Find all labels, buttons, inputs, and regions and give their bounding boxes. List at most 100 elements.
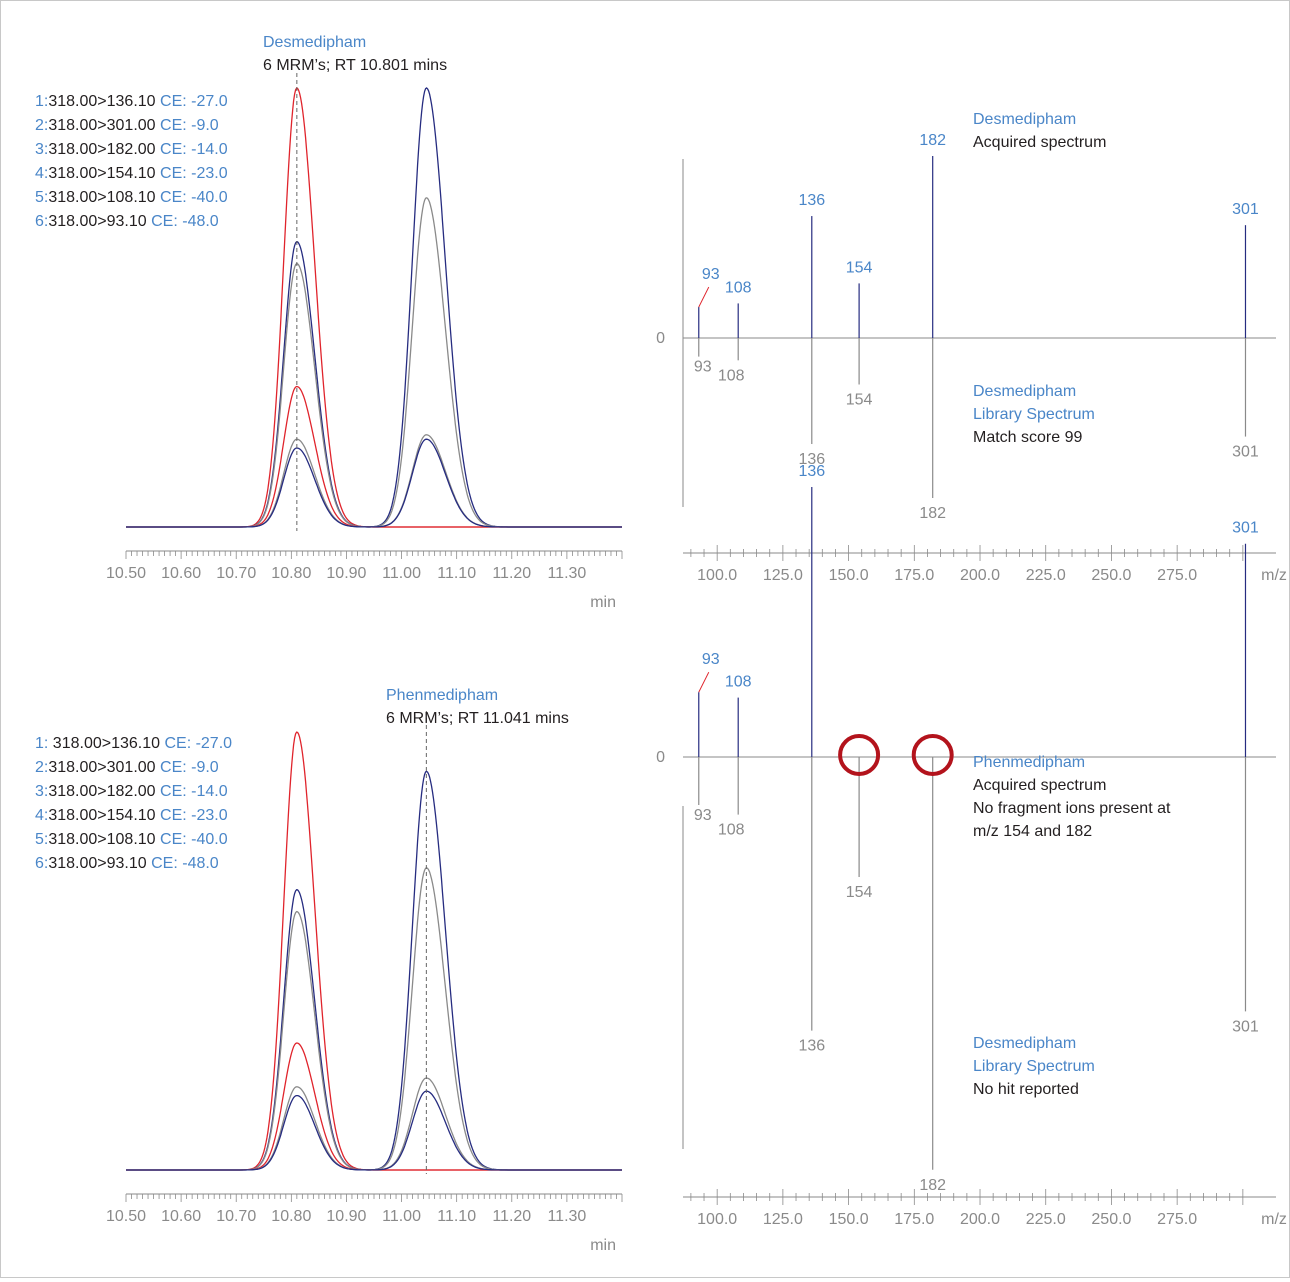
x-tick-label: 100.0 xyxy=(697,567,737,584)
x-tick-label: 11.10 xyxy=(437,565,476,582)
x-axis-label: m/z xyxy=(1261,1211,1287,1228)
chromatogram-2: Phenmedipham 6 MRM’s; RT 11.041 mins 1: 31… xyxy=(35,687,623,1254)
acquired-peak-label: 93 xyxy=(702,651,720,668)
library-peak-label: 301 xyxy=(1232,1018,1259,1035)
library-peak-label: 136 xyxy=(798,451,825,468)
x-tick-label: 125.0 xyxy=(763,1211,803,1228)
missing-ion-circle xyxy=(911,734,954,776)
zero-label: 0 xyxy=(656,749,665,766)
x-tick-label: 10.90 xyxy=(326,565,366,582)
x-tick-label: 11.30 xyxy=(547,565,586,582)
x-tick-label: 275.0 xyxy=(1157,1211,1197,1228)
compound-title: Desmedipham xyxy=(263,34,366,51)
library-peak-label: 93 xyxy=(694,807,712,824)
x-tick-label: 11.20 xyxy=(492,565,531,582)
x-tick-label: 175.0 xyxy=(894,1211,934,1228)
x-tick-label: 150.0 xyxy=(829,567,869,584)
x-tick-label: 150.0 xyxy=(829,1211,869,1228)
trace-3 xyxy=(126,867,622,1171)
library-title: Library Spectrum xyxy=(973,406,1095,423)
x-tick-label: 175.0 xyxy=(894,567,934,584)
acquired-peak-label: 136 xyxy=(798,192,825,209)
acquired-title: Phenmedipham xyxy=(973,754,1085,771)
acquired-note: m/z 154 and 182 xyxy=(973,823,1092,840)
legend-item: 3:318.00>182.00 CE: -14.0 xyxy=(35,783,228,800)
acquired-note: Acquired spectrum xyxy=(973,777,1106,794)
library-peak-label: 108 xyxy=(718,822,745,839)
legend-item: 1:318.00>136.10 CE: -27.0 xyxy=(35,93,228,110)
x-tick-label: 225.0 xyxy=(1026,1211,1066,1228)
trace-5 xyxy=(126,434,622,528)
library-note: Match score 99 xyxy=(973,429,1082,446)
x-tick-label: 11.00 xyxy=(382,565,421,582)
x-tick-label: 10.80 xyxy=(271,565,311,582)
zero-label: 0 xyxy=(656,330,665,347)
acquired-peak-label: 136 xyxy=(798,463,825,480)
x-tick-label: 10.60 xyxy=(161,565,201,582)
library-peak-label: 136 xyxy=(798,1038,825,1055)
legend-item: 6:318.00>93.10 CE: -48.0 xyxy=(35,855,219,872)
x-tick-label: 10.60 xyxy=(161,1208,201,1225)
chromatogram-1: Desmedipham 6 MRM’s; RT 10.801 mins 1:318.… xyxy=(35,34,623,611)
acquired-peak-label: 93 xyxy=(702,266,720,283)
compound-title: Phenmedipham xyxy=(386,687,498,704)
x-tick-label: 10.70 xyxy=(216,1208,256,1225)
x-tick-label: 11.00 xyxy=(382,1208,421,1225)
acquired-peak-label: 108 xyxy=(725,674,752,691)
legend-item: 5:318.00>108.10 CE: -40.0 xyxy=(35,189,228,206)
x-tick-label: 10.50 xyxy=(106,1208,146,1225)
x-tick-label: 10.80 xyxy=(271,1208,311,1225)
legend-item: 4:318.00>154.10 CE: -23.0 xyxy=(35,165,228,182)
x-tick-label: 225.0 xyxy=(1026,567,1066,584)
library-peak-label: 182 xyxy=(919,1177,946,1194)
rt-subtitle: 6 MRM’s; RT 11.041 mins xyxy=(386,710,569,727)
library-note: No hit reported xyxy=(973,1081,1079,1098)
acquired-note: Acquired spectrum xyxy=(973,134,1106,151)
library-peak-label: 154 xyxy=(846,884,873,901)
trace-3 xyxy=(126,197,622,528)
acquired-peak-label: 154 xyxy=(846,259,873,276)
rt-subtitle: 6 MRM’s; RT 10.801 mins xyxy=(263,57,447,74)
x-tick-label: 200.0 xyxy=(960,567,1000,584)
x-axis-label: m/z xyxy=(1261,567,1287,584)
library-peak-label: 301 xyxy=(1232,444,1259,461)
x-tick-label: 10.70 xyxy=(216,565,256,582)
library-title: Desmedipham xyxy=(973,1035,1076,1052)
legend-item: 2:318.00>301.00 CE: -9.0 xyxy=(35,117,219,134)
library-peak-label: 108 xyxy=(718,367,745,384)
x-tick-label: 200.0 xyxy=(960,1211,1000,1228)
legend-item: 1: 318.00>136.10 CE: -27.0 xyxy=(35,735,232,752)
legend-item: 5:318.00>108.10 CE: -40.0 xyxy=(35,831,228,848)
legend-item: 3:318.00>182.00 CE: -14.0 xyxy=(35,141,228,158)
library-title: Desmedipham xyxy=(973,383,1076,400)
x-tick-label: 10.90 xyxy=(326,1208,366,1225)
x-tick-label: 100.0 xyxy=(697,1211,737,1228)
x-axis-label: min xyxy=(590,594,616,611)
trace-6 xyxy=(126,1090,622,1171)
acquired-title: Desmedipham xyxy=(973,111,1076,128)
library-title: Library Spectrum xyxy=(973,1058,1095,1075)
x-tick-label: 275.0 xyxy=(1157,567,1197,584)
x-tick-label: 11.30 xyxy=(547,1208,586,1225)
spectrum-1: 0 93 108 136 154 182 301 93 108 136 154 182 301 Desme… xyxy=(656,111,1287,584)
x-tick-label: 125.0 xyxy=(763,567,803,584)
acquired-peak-label: 182 xyxy=(919,132,946,149)
trace-6 xyxy=(126,438,622,528)
legend-item: 6:318.00>93.10 CE: -48.0 xyxy=(35,213,219,230)
acquired-peak-label: 108 xyxy=(725,279,752,296)
legend-item: 4:318.00>154.10 CE: -23.0 xyxy=(35,807,228,824)
missing-ion-circle xyxy=(838,734,881,776)
legend-item: 2:318.00>301.00 CE: -9.0 xyxy=(35,759,219,776)
library-peak-label: 154 xyxy=(846,392,873,409)
label-leader xyxy=(698,671,710,693)
trace-4 xyxy=(126,1042,622,1171)
acquired-peak-label: 301 xyxy=(1232,201,1259,218)
acquired-peak-label: 301 xyxy=(1232,520,1259,537)
x-tick-label: 10.50 xyxy=(106,565,146,582)
x-tick-label: 250.0 xyxy=(1091,1211,1131,1228)
library-peak-label: 182 xyxy=(919,505,946,522)
x-tick-label: 250.0 xyxy=(1091,567,1131,584)
library-peak-label: 93 xyxy=(694,359,712,376)
